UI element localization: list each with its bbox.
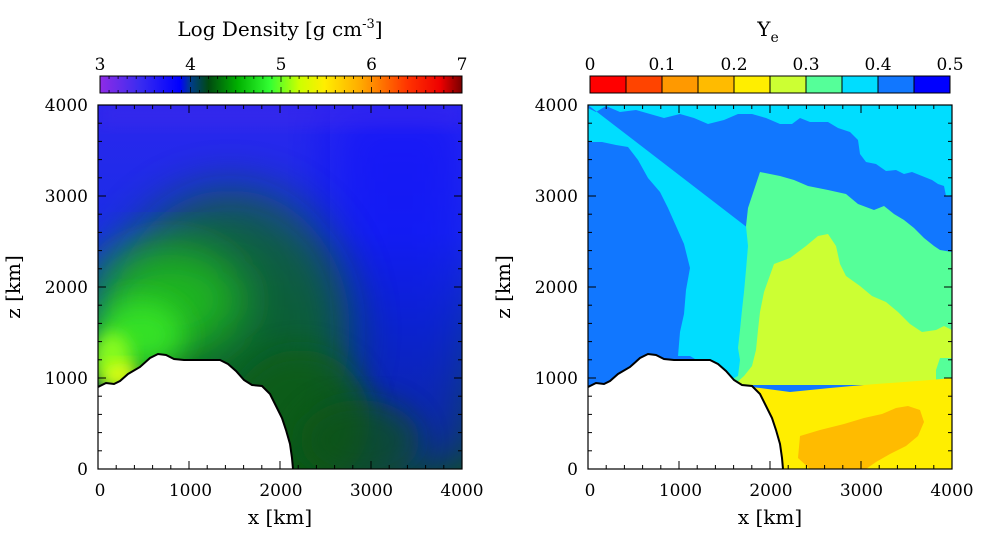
ye-cbar-cell	[625, 75, 663, 94]
ye-region-0.25-0.30	[734, 234, 952, 385]
ye-x-tick: 1000	[659, 481, 702, 501]
ye-cbar-cell	[733, 75, 771, 94]
ye-cbar-cell	[589, 75, 627, 94]
density-colorbar: 3 4 5 6 7	[95, 55, 468, 94]
density-x-tick: 2000	[259, 481, 302, 501]
density-cbar-tick: 3	[95, 55, 106, 75]
ye-y-tick: 1000	[535, 369, 578, 389]
density-cbar-tick: 4	[185, 55, 196, 75]
ye-cbar-cell	[661, 75, 699, 94]
density-cbar-tick: 5	[276, 55, 287, 75]
ye-x-axis-label: x [km]	[738, 505, 802, 529]
ye-title: Ye	[756, 17, 779, 46]
density-y-tick: 3000	[45, 187, 88, 207]
density-y-tick: 0	[77, 460, 88, 480]
density-heatmap	[98, 105, 462, 469]
density-y-tick: 4000	[45, 96, 88, 116]
density-y-tick: 1000	[45, 369, 88, 389]
ye-cbar-cell	[841, 75, 879, 94]
ye-y-axis-label: z [km]	[491, 255, 515, 319]
ye-y-tick: 3000	[535, 187, 578, 207]
ye-cbar-cell	[697, 75, 735, 94]
ye-cbar-tick: 0.4	[864, 55, 891, 75]
density-x-axis-label: x [km]	[248, 505, 312, 529]
density-x-tick: 4000	[440, 481, 483, 501]
ye-cbar-tick: 0	[585, 55, 596, 75]
ye-y-tick: 4000	[535, 96, 578, 116]
ye-panel: 0 0.1 0.2 0.3 0.4 0.5 Ye 0	[491, 17, 974, 529]
ye-x-tick: 4000	[930, 481, 973, 501]
ye-cbar-tick: 0.3	[792, 55, 819, 75]
ye-y-tick: 2000	[535, 278, 578, 298]
ye-cbar-cell	[805, 75, 843, 94]
ye-region-0.15-0.20	[798, 406, 924, 469]
density-cbar-tick: 6	[366, 55, 377, 75]
ye-cbar-tick: 0.1	[648, 55, 675, 75]
density-y-axis-label: z [km]	[1, 255, 25, 319]
density-x-tick: 0	[95, 481, 106, 501]
ye-x-tick: 3000	[840, 481, 883, 501]
ye-cbar-cell	[877, 75, 915, 94]
density-title: Log Density [g cm-3]	[177, 17, 382, 41]
density-cbar-tick: 7	[457, 55, 468, 75]
density-y-tick: 2000	[45, 278, 88, 298]
ye-cbar-tick: 0.2	[720, 55, 747, 75]
ye-x-tick: 0	[585, 481, 596, 501]
density-x-tick: 1000	[169, 481, 212, 501]
density-panel: 3 4 5 6 7 Log Density [g cm-3]	[1, 17, 484, 529]
ye-cbar-cell	[913, 75, 951, 94]
ye-colorbar: 0 0.1 0.2 0.3 0.4 0.5	[585, 55, 964, 94]
ye-x-tick: 2000	[749, 481, 792, 501]
ye-heatmap	[588, 105, 952, 469]
ye-cbar-cell	[769, 75, 807, 94]
ye-cbar-tick: 0.5	[936, 55, 963, 75]
ye-y-tick: 0	[567, 460, 578, 480]
density-x-tick: 3000	[350, 481, 393, 501]
